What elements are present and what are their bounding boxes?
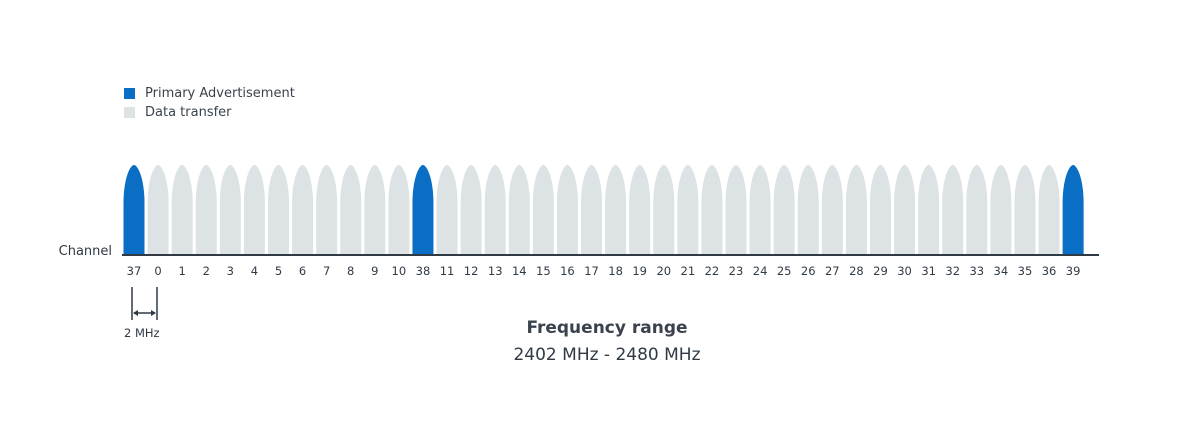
channel-tick-25: 25 xyxy=(777,264,792,278)
frequency-range: 2402 MHz - 2480 MHz xyxy=(513,345,700,365)
channel-tick-2: 2 xyxy=(203,264,210,278)
channel-bar-14 xyxy=(508,165,530,255)
channel-tick-35: 35 xyxy=(1018,264,1033,278)
channel-bar-0 xyxy=(147,165,169,255)
channel-tick-11: 11 xyxy=(440,264,455,278)
channel-tick-36: 36 xyxy=(1042,264,1057,278)
channel-bar-13 xyxy=(484,165,506,255)
channel-bar-36 xyxy=(1038,165,1060,255)
channel-bar-22 xyxy=(701,165,723,255)
channel-tick-26: 26 xyxy=(801,264,816,278)
channel-bar-32 xyxy=(942,165,964,255)
channel-bar-25 xyxy=(773,165,795,255)
channel-tick-4: 4 xyxy=(251,264,258,278)
channel-tick-39: 39 xyxy=(1066,264,1081,278)
data-swatch xyxy=(124,107,135,118)
channel-bar-12 xyxy=(460,165,482,255)
channel-tick-18: 18 xyxy=(608,264,623,278)
channel-bar-7 xyxy=(316,165,338,255)
channel-tick-38: 38 xyxy=(416,264,431,278)
channel-tick-30: 30 xyxy=(897,264,912,278)
channel-tick-3: 3 xyxy=(227,264,234,278)
channel-tick-24: 24 xyxy=(753,264,768,278)
channel-tick-20: 20 xyxy=(656,264,671,278)
primary-swatch xyxy=(124,88,135,99)
channel-bar-2 xyxy=(195,165,217,255)
channel-bar-5 xyxy=(267,165,289,255)
channel-tick-9: 9 xyxy=(371,264,378,278)
legend-label-data: Data transfer xyxy=(145,105,232,120)
channel-tick-15: 15 xyxy=(536,264,551,278)
channel-tick-21: 21 xyxy=(681,264,696,278)
channel-bar-21 xyxy=(677,165,699,255)
spacing-indicator: 2 MHz xyxy=(124,287,160,340)
channel-tick-16: 16 xyxy=(560,264,575,278)
channel-bar-39 xyxy=(1062,165,1084,255)
legend: Primary Advertisement Data transfer xyxy=(124,84,295,122)
channel-bar-34 xyxy=(990,165,1012,255)
channels-group xyxy=(123,165,1084,255)
channel-tick-5: 5 xyxy=(275,264,282,278)
channel-bar-27 xyxy=(821,165,843,255)
channel-bar-16 xyxy=(556,165,578,255)
channel-bar-20 xyxy=(653,165,675,255)
channel-bar-26 xyxy=(797,165,819,255)
channel-bar-6 xyxy=(292,165,314,255)
channel-bar-1 xyxy=(171,165,193,255)
channel-tick-22: 22 xyxy=(705,264,720,278)
channel-tick-10: 10 xyxy=(392,264,407,278)
channel-bar-24 xyxy=(749,165,771,255)
channel-bar-19 xyxy=(629,165,651,255)
channel-tick-28: 28 xyxy=(849,264,864,278)
tick-labels: 37 0 1 2 3 4 5 6 7 8 9 10 38 11 12 13 14 15 16 17 18 19 20 21 22… xyxy=(127,264,1081,278)
channel-tick-23: 23 xyxy=(729,264,744,278)
channel-bar-33 xyxy=(966,165,988,255)
channel-bar-29 xyxy=(869,165,891,255)
channel-bar-18 xyxy=(605,165,627,255)
channel-bar-9 xyxy=(364,165,386,255)
channel-tick-1: 1 xyxy=(178,264,185,278)
spacing-label: 2 MHz xyxy=(124,326,160,340)
legend-label-primary: Primary Advertisement xyxy=(145,86,295,101)
legend-item-data: Data transfer xyxy=(124,103,295,122)
channel-tick-14: 14 xyxy=(512,264,527,278)
channel-tick-34: 34 xyxy=(994,264,1009,278)
channel-bar-10 xyxy=(388,165,410,255)
channel-tick-29: 29 xyxy=(873,264,888,278)
channel-tick-7: 7 xyxy=(323,264,330,278)
channel-tick-32: 32 xyxy=(945,264,960,278)
channel-bar-17 xyxy=(581,165,603,255)
channel-tick-19: 19 xyxy=(632,264,647,278)
channel-tick-0: 0 xyxy=(154,264,161,278)
channel-bar-11 xyxy=(436,165,458,255)
frequency-title: Frequency range xyxy=(526,318,687,338)
channel-bar-38 xyxy=(412,165,434,255)
channel-bar-23 xyxy=(725,165,747,255)
channel-tick-12: 12 xyxy=(464,264,479,278)
channel-bar-37 xyxy=(123,165,145,255)
channel-bar-4 xyxy=(243,165,265,255)
channel-tick-27: 27 xyxy=(825,264,840,278)
spacing-arrow-right-icon xyxy=(151,310,156,316)
legend-item-primary: Primary Advertisement xyxy=(124,84,295,103)
channel-bar-15 xyxy=(532,165,554,255)
channel-bar-28 xyxy=(845,165,867,255)
channel-tick-37: 37 xyxy=(127,264,142,278)
channel-tick-6: 6 xyxy=(299,264,306,278)
channel-tick-33: 33 xyxy=(969,264,984,278)
channel-tick-31: 31 xyxy=(921,264,936,278)
channel-bar-35 xyxy=(1014,165,1036,255)
channel-tick-13: 13 xyxy=(488,264,503,278)
channel-tick-8: 8 xyxy=(347,264,354,278)
spacing-arrow-left-icon xyxy=(133,310,138,316)
channel-bar-30 xyxy=(894,165,916,255)
channel-bar-8 xyxy=(340,165,362,255)
channel-bar-31 xyxy=(918,165,940,255)
channel-tick-17: 17 xyxy=(584,264,599,278)
channel-bar-3 xyxy=(219,165,241,255)
channel-axis-label: Channel xyxy=(59,244,112,259)
